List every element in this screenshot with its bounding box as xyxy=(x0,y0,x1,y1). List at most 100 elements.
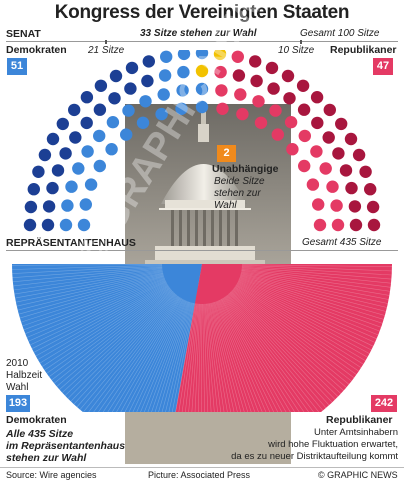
house-seat-ray xyxy=(23,277,165,331)
house-seat-ray xyxy=(175,303,196,412)
senate-seat xyxy=(125,61,139,75)
house-seat-ray xyxy=(35,283,168,357)
senate-seat xyxy=(23,218,37,232)
house-rep-count: 242 xyxy=(371,395,397,412)
house-seat-ray xyxy=(12,265,163,274)
house-seat-ray xyxy=(15,270,163,299)
house-seat-ray xyxy=(226,295,320,412)
house-seat-ray xyxy=(238,280,376,343)
senate-seat xyxy=(109,69,123,83)
house-seat-ray xyxy=(178,303,197,412)
senate-seat xyxy=(306,178,320,191)
senate-dem-up: 21 Sitze xyxy=(88,45,125,56)
house-seat-ray xyxy=(220,299,283,412)
senate-seat xyxy=(80,116,93,130)
senate-seat xyxy=(311,116,324,130)
senate-seat xyxy=(139,95,152,108)
senate-seat xyxy=(195,50,209,60)
house-seat-ray xyxy=(211,302,238,412)
house-midterm-3: Wahl xyxy=(6,382,29,393)
house-seat-ray xyxy=(206,303,222,412)
senate-seat xyxy=(364,183,377,196)
house-seat-ray xyxy=(223,297,300,412)
house-seat-ray xyxy=(41,285,169,367)
house-seat-ray xyxy=(241,266,392,280)
house-seat-ray xyxy=(237,281,372,351)
house-seat-ray xyxy=(124,299,184,412)
house-dem-count: 193 xyxy=(6,395,30,412)
house-seat-ray xyxy=(241,269,391,292)
senate-seat xyxy=(297,103,311,116)
senate-seat xyxy=(122,104,135,117)
senate-seat xyxy=(195,100,209,114)
senate-seat xyxy=(108,92,121,105)
senate-seat xyxy=(61,199,74,212)
senate-seat xyxy=(254,116,268,129)
senate-seat xyxy=(215,84,228,97)
house-seat-ray xyxy=(102,297,181,412)
senate-seat xyxy=(231,50,244,63)
house-seat-ray xyxy=(214,301,252,412)
house-seat-ray xyxy=(204,303,212,412)
house-seat-ray xyxy=(236,284,366,362)
senate-seat xyxy=(367,218,381,232)
senate-seat xyxy=(177,65,190,79)
senate-seat xyxy=(332,147,345,160)
house-seat-ray xyxy=(241,266,392,276)
senate-seat xyxy=(344,132,358,146)
senate-seat xyxy=(366,200,380,214)
senate-seat xyxy=(335,117,348,131)
house-seat-ray xyxy=(205,303,218,412)
house-seat-ray xyxy=(233,288,352,382)
house-seat-ray xyxy=(98,296,180,412)
house-seat-ray xyxy=(227,294,327,409)
senate-seat xyxy=(250,74,263,88)
senate-seat xyxy=(27,183,40,196)
house-seat-ray xyxy=(234,286,360,372)
house-seat-ray xyxy=(143,301,188,412)
senate-dem-label: Demokraten xyxy=(6,44,67,56)
house-seat-ray xyxy=(31,281,167,349)
senate-seat xyxy=(72,162,85,175)
house-seat-ray xyxy=(76,293,176,408)
house-seat-ray xyxy=(232,289,347,388)
senate-seat xyxy=(158,69,172,82)
house-seat-ray xyxy=(59,290,173,390)
house-seat-ray xyxy=(202,303,205,412)
senate-seat xyxy=(51,164,65,177)
footer-rule xyxy=(0,467,404,468)
house-seat-ray xyxy=(14,270,163,295)
house-seat-ray xyxy=(28,280,166,342)
senate-seat xyxy=(157,88,170,101)
senate-seat xyxy=(80,91,94,104)
senate-seat xyxy=(105,143,118,156)
house-seat-ray xyxy=(234,287,357,375)
footer-picture: Picture: Associated Press xyxy=(148,470,251,480)
footer-credit: © GRAPHIC NEWS xyxy=(318,470,398,480)
senate-seat xyxy=(79,198,93,211)
house-seat-ray xyxy=(111,298,182,412)
house-seat-ray xyxy=(241,267,392,284)
house-seat-ray xyxy=(210,303,235,412)
senate-seat xyxy=(267,82,280,95)
senate-seat xyxy=(265,61,279,75)
house-seat-ray xyxy=(16,272,164,307)
senate-seat xyxy=(352,148,366,162)
senate-seat xyxy=(59,218,73,232)
senate-seat xyxy=(176,84,189,97)
senate-seat xyxy=(281,69,295,83)
senate-ind-note-3: Wahl xyxy=(214,200,237,211)
house-seat-ray xyxy=(154,302,191,412)
senate-seat xyxy=(120,128,133,141)
house-seat-ray xyxy=(21,275,164,323)
house-seat-ray xyxy=(241,270,390,296)
senate-seat xyxy=(323,103,336,117)
house-midterm-1: 2010 xyxy=(6,358,29,369)
house-seat-ray xyxy=(219,299,275,412)
house-seat-ray xyxy=(147,301,189,412)
house-seat-ray xyxy=(185,303,198,412)
senate-seat xyxy=(68,103,81,117)
house-seat-ray xyxy=(236,283,368,358)
senate-seat xyxy=(252,95,265,108)
house-seat-ray xyxy=(26,279,166,338)
